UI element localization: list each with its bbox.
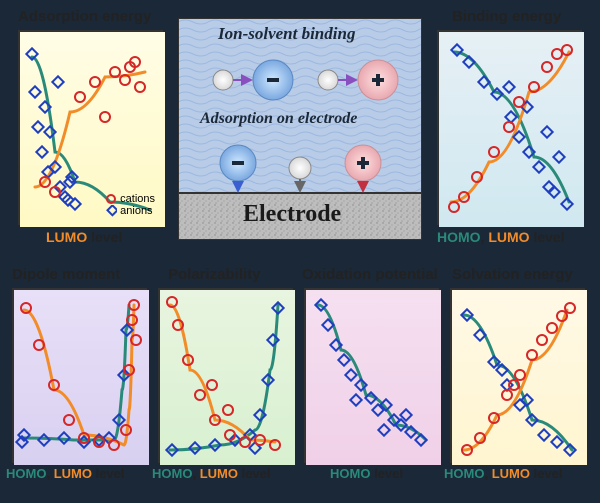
- adsorption-panel: cations anions: [18, 30, 163, 225]
- binding-chart: [439, 32, 584, 227]
- adsorption-axis: LUMO level: [46, 229, 122, 245]
- oxid-title: Oxidation potential: [302, 266, 438, 283]
- oxid-chart: [306, 290, 441, 465]
- adsorption-legend: cations anions: [105, 193, 155, 217]
- electrode-label: Electrode: [243, 201, 341, 228]
- center-label-1: Ion-solvent binding: [218, 24, 355, 44]
- adsorption-title: Adsorption energy: [18, 8, 151, 25]
- binding-axis: HOMO, LUMO level: [437, 229, 565, 245]
- dipole-panel: [12, 288, 147, 463]
- legend-anions-label: anions: [120, 205, 152, 217]
- binding-panel: [437, 30, 582, 225]
- dipole-title: Dipole moment: [12, 266, 120, 283]
- polar-panel: [158, 288, 293, 463]
- solv-panel: [450, 288, 585, 463]
- oxid-axis: HOMO level: [330, 466, 403, 481]
- polar-title: Polarizability: [168, 266, 261, 283]
- solv-axis: HOMO, LUMO level: [444, 466, 563, 481]
- solv-chart: [452, 290, 587, 465]
- center-label-2: Adsorption on electrode: [200, 110, 357, 128]
- polar-axis: HOMO, LUMO level: [152, 466, 271, 481]
- dipole-chart: [14, 290, 149, 465]
- binding-title: Binding energy: [452, 8, 561, 25]
- legend-cations-label: cations: [120, 193, 155, 205]
- oxid-panel: [304, 288, 439, 463]
- center-schematic: Ion-solvent binding Adsorption on electr…: [178, 18, 422, 240]
- solv-title: Solvation energy: [452, 266, 573, 283]
- polar-chart: [160, 290, 295, 465]
- dipole-axis: HOMO, LUMO level: [6, 466, 125, 481]
